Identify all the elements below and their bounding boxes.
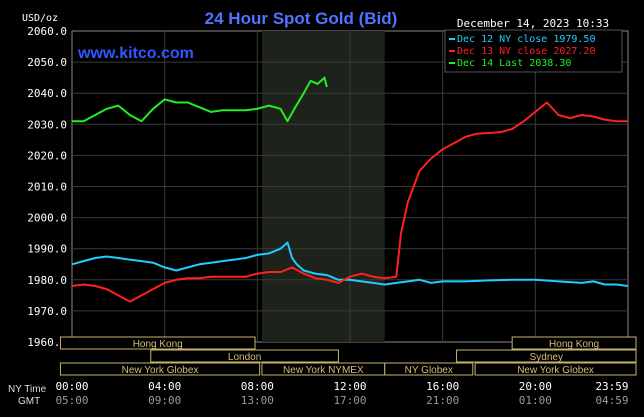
x-tick-ny: 04:00 bbox=[148, 380, 181, 393]
x-tick-gmt: 09:00 bbox=[148, 394, 181, 407]
x-tick-gmt: 13:00 bbox=[241, 394, 274, 407]
market-label: Hong Kong bbox=[549, 339, 599, 350]
y-tick-label: 1990.0 bbox=[27, 243, 67, 256]
y-tick-label: 2040.0 bbox=[27, 87, 67, 100]
legend-entry: Dec 14 Last 2038.30 bbox=[457, 58, 571, 69]
series-line-1 bbox=[71, 241, 629, 287]
y-axis-unit: USD/oz bbox=[22, 13, 58, 24]
market-label: Hong Kong bbox=[133, 339, 183, 350]
x-tick-ny: 16:00 bbox=[426, 380, 459, 393]
legend-swatch bbox=[449, 62, 455, 64]
x-tick-ny: 12:00 bbox=[333, 380, 366, 393]
market-session bbox=[59, 336, 256, 350]
market-label: New York Globex bbox=[122, 365, 199, 376]
y-tick-label: 2060.0 bbox=[27, 25, 67, 38]
y-tick-label: 1980.0 bbox=[27, 274, 67, 287]
y-tick-label: 2030.0 bbox=[27, 118, 67, 131]
chart-title: 24 Hour Spot Gold (Bid) bbox=[205, 9, 398, 28]
y-tick-label: 2010.0 bbox=[27, 181, 67, 194]
market-session bbox=[474, 362, 637, 376]
market-session-bars: Hong Kong Hong Kong London Sydney New York G… bbox=[59, 336, 637, 376]
kitco-watermark[interactable]: www.kitco.com bbox=[77, 45, 194, 62]
x-tick-gmt: 21:00 bbox=[426, 394, 459, 407]
x-tick-ny: 20:00 bbox=[519, 380, 552, 393]
market-label: London bbox=[228, 352, 261, 363]
legend-entry: Dec 12 NY close 1979.50 bbox=[457, 34, 595, 45]
x-tick-ny: 00:00 bbox=[55, 380, 88, 393]
market-label: NY Globex bbox=[405, 365, 453, 376]
market-label: New York NYMEX bbox=[283, 365, 364, 376]
gmt-label: GMT bbox=[18, 396, 40, 407]
x-tick-gmt: 05:00 bbox=[55, 394, 88, 407]
y-tick-label: 2000.0 bbox=[27, 212, 67, 225]
y-tick-label: 1970.0 bbox=[27, 305, 67, 318]
x-tick-gmt: 01:00 bbox=[519, 394, 552, 407]
market-session bbox=[511, 336, 637, 350]
x-tick-gmt: 04:59 bbox=[595, 394, 628, 407]
market-session bbox=[456, 349, 637, 363]
ny-time-label: NY Time bbox=[8, 384, 47, 395]
market-session bbox=[150, 349, 339, 363]
series-line-2 bbox=[71, 101, 628, 303]
market-label: Sydney bbox=[530, 352, 563, 363]
x-tick-ny: 08:00 bbox=[241, 380, 274, 393]
legend-swatch bbox=[449, 38, 455, 40]
y-tick-label: 2050.0 bbox=[27, 56, 67, 69]
market-session bbox=[59, 362, 261, 376]
market-label: New York Globex bbox=[517, 365, 594, 376]
grid-lines bbox=[72, 31, 628, 342]
y-axis-ticks: 2060.0 2050.0 2040.0 2030.0 2020.0 2010.0 2000… bbox=[27, 25, 67, 349]
legend-swatch bbox=[449, 50, 455, 52]
series-line-3 bbox=[72, 76, 328, 123]
x-tick-gmt: 17:00 bbox=[333, 394, 366, 407]
series-lines bbox=[71, 76, 629, 303]
market-session bbox=[384, 362, 474, 376]
datetime-label: December 14, 2023 10:33 bbox=[457, 17, 609, 30]
legend-entry: Dec 13 NY close 2027.20 bbox=[457, 46, 595, 57]
y-tick-label: 2020.0 bbox=[27, 149, 67, 162]
y-tick-label: 1960.0 bbox=[27, 336, 67, 349]
x-tick-ny: 23:59 bbox=[595, 380, 628, 393]
